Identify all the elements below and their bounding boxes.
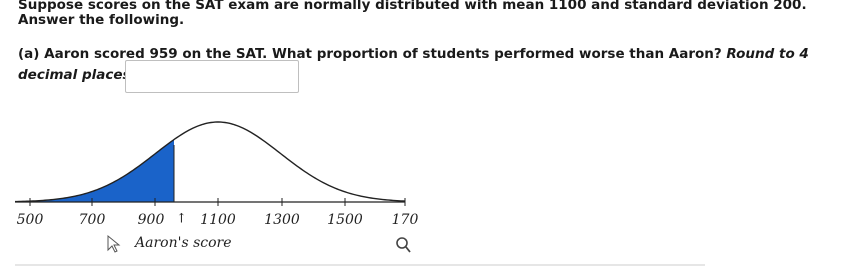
answer-input[interactable] [125,60,299,93]
instruction-text: Answer the following. [18,12,185,28]
part-a-question: Aaron scored 959 on the SAT. What propor… [44,46,722,62]
axis-label: 1300 [264,212,300,228]
axis-label: 900 [138,212,165,228]
axis-label: 500 [17,212,44,228]
axis-label: 1100 [200,212,236,228]
axis-label: 1500 [327,212,363,228]
axis-label: 170 [392,212,419,228]
intro-text: Suppose scores on the SAT exam are norma… [18,0,807,13]
shaded-region [15,139,174,202]
round-note-cont: decimal places. [18,67,136,83]
round-note: Round to 4 [726,46,809,62]
arrow-icon: ↑ [176,212,187,227]
normal-curve [14,121,406,203]
figure-caption: Aaron's score [133,235,232,251]
axis-label: 700 [79,212,106,228]
cursor-icon [107,234,121,253]
part-a-label: (a) [18,46,40,62]
zoom-icon[interactable] [396,237,408,249]
zoom-icon-handle [405,246,411,253]
part-a-text: (a) Aaron scored 959 on the SAT. What pr… [18,46,809,62]
